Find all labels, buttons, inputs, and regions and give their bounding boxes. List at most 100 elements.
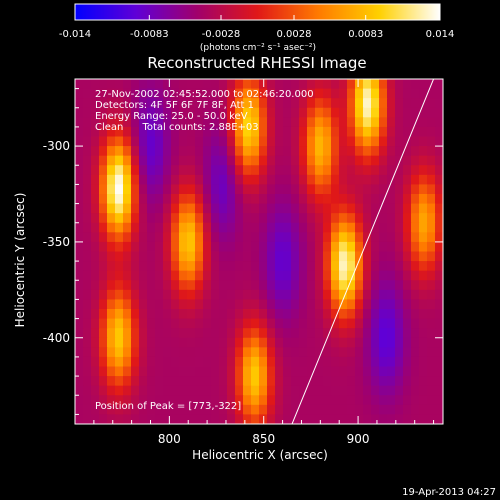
heatmap-cell: [179, 347, 188, 358]
heatmap-cell: [91, 126, 100, 138]
heatmap-cell: [195, 165, 204, 176]
heatmap-cell: [331, 136, 340, 147]
heatmap-cell: [411, 404, 420, 416]
heatmap-cell: [395, 270, 404, 281]
heatmap-cell: [291, 385, 300, 396]
heatmap-cell: [75, 79, 84, 90]
heatmap-cell: [411, 414, 420, 424]
heatmap-cell: [179, 146, 188, 157]
heatmap-cell: [211, 203, 220, 214]
heatmap-cell: [307, 270, 316, 281]
heatmap-cell: [227, 404, 236, 416]
heatmap-cell: [99, 270, 108, 281]
heatmap-cell: [107, 117, 116, 128]
heatmap-cell: [291, 280, 300, 291]
heatmap-cell: [107, 299, 116, 310]
heatmap-cell: [347, 213, 356, 224]
heatmap-cell: [163, 136, 172, 147]
heatmap-cell: [147, 88, 156, 99]
heatmap-cell: [243, 395, 252, 406]
heatmap-cell: [291, 347, 300, 358]
heatmap-cell: [267, 309, 276, 320]
heatmap-cell: [283, 88, 292, 99]
heatmap-cell: [267, 251, 276, 262]
heatmap-cell: [387, 136, 396, 147]
heatmap-cell: [259, 347, 268, 358]
heatmap-cell: [179, 232, 188, 243]
heatmap-cell: [91, 79, 100, 90]
heatmap-cell: [419, 251, 428, 262]
heatmap-cell: [139, 280, 148, 291]
heatmap-cell: [363, 174, 372, 186]
heatmap-cell: [355, 251, 364, 262]
heatmap-cell: [379, 261, 388, 272]
heatmap-cell: [291, 213, 300, 224]
heatmap-cell: [211, 126, 220, 138]
y-tick-label: -300: [43, 139, 70, 153]
heatmap-cell: [427, 194, 436, 205]
heatmap-cell: [419, 174, 428, 186]
heatmap-cell: [155, 395, 164, 406]
heatmap-cell: [403, 356, 412, 368]
heatmap-cell: [379, 328, 388, 339]
heatmap-cell: [251, 136, 260, 147]
heatmap-cell: [131, 385, 140, 396]
heatmap-cell: [91, 395, 100, 406]
heatmap-cell: [267, 337, 276, 348]
heatmap-cell: [83, 241, 92, 253]
heatmap-cell: [315, 414, 324, 424]
heatmap-cell: [75, 136, 84, 147]
heatmap-cell: [251, 107, 260, 118]
heatmap-cell: [251, 251, 260, 262]
heatmap-cell: [155, 261, 164, 272]
heatmap-cell: [195, 270, 204, 281]
heatmap-cell: [195, 136, 204, 147]
heatmap-cell: [275, 356, 284, 368]
heatmap-cell: [195, 203, 204, 214]
heatmap-cell: [403, 194, 412, 205]
heatmap-cell: [435, 280, 443, 291]
heatmap-cell: [379, 203, 388, 214]
heatmap-cell: [331, 203, 340, 214]
heatmap-cell: [275, 203, 284, 214]
heatmap-cell: [139, 328, 148, 339]
heatmap-cell: [99, 318, 108, 329]
heatmap-cell: [115, 376, 124, 387]
heatmap-cell: [355, 107, 364, 118]
heatmap-cell: [75, 184, 84, 195]
heatmap-cell: [331, 347, 340, 358]
heatmap-cell: [99, 261, 108, 272]
heatmap-cell: [355, 356, 364, 368]
heatmap-cell: [387, 270, 396, 281]
heatmap-cell: [339, 289, 348, 301]
heatmap-cell: [179, 376, 188, 387]
heatmap-cell: [203, 299, 212, 310]
heatmap-cell: [275, 385, 284, 396]
heatmap-cell: [251, 174, 260, 186]
heatmap-cell: [419, 155, 428, 166]
heatmap-cell: [251, 98, 260, 109]
heatmap-cell: [203, 79, 212, 90]
heatmap-cell: [139, 222, 148, 233]
heatmap-cell: [323, 98, 332, 109]
heatmap-cell: [83, 146, 92, 157]
heatmap-cell: [91, 146, 100, 157]
heatmap-cell: [91, 385, 100, 396]
heatmap-cell: [379, 117, 388, 128]
heatmap-cell: [395, 241, 404, 253]
heatmap-cell: [395, 280, 404, 291]
heatmap-cell: [75, 222, 84, 233]
heatmap-cell: [419, 299, 428, 310]
heatmap-cell: [219, 117, 228, 128]
heatmap-cell: [371, 385, 380, 396]
heatmap-cell: [291, 376, 300, 387]
heatmap-cell: [387, 366, 396, 377]
heatmap-cell: [211, 184, 220, 195]
heatmap-cell: [403, 174, 412, 186]
heatmap-cell: [427, 309, 436, 320]
heatmap-cell: [203, 270, 212, 281]
heatmap-cell: [363, 404, 372, 416]
heatmap-cell: [107, 261, 116, 272]
heatmap-cell: [379, 251, 388, 262]
heatmap-cell: [203, 146, 212, 157]
